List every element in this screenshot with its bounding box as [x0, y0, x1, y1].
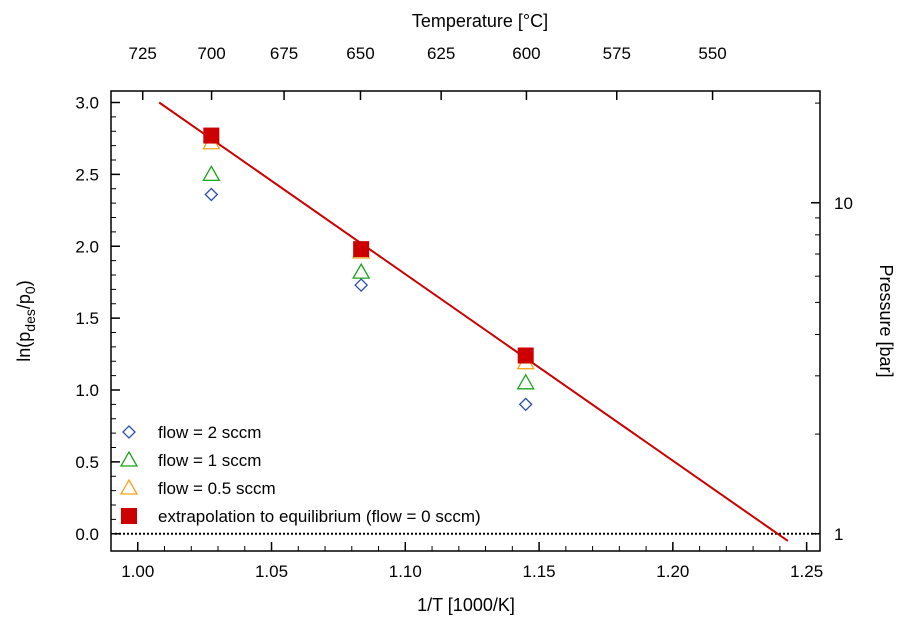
- x-tick-label: 1.20: [656, 562, 689, 581]
- plot-frame: [110, 90, 821, 552]
- series-1-point: [202, 165, 221, 182]
- y-tick-label: 1.0: [75, 381, 99, 400]
- series-3-point: [353, 241, 370, 258]
- top-tick-label: 600: [512, 44, 540, 63]
- x-tick-label: 1.25: [790, 562, 823, 581]
- right-tick-label: 10: [834, 194, 853, 213]
- x-tick-label: 1.15: [523, 562, 556, 581]
- right-axis: 1 10: [811, 102, 853, 544]
- series-0-point: [204, 187, 219, 202]
- top-tick-label: 625: [427, 44, 455, 63]
- series-1-point: [352, 262, 371, 279]
- fit-line: [158, 101, 789, 542]
- y-title-part: /p: [14, 294, 34, 309]
- legend-label: flow = 2 sccm: [158, 423, 261, 442]
- y-title-subscript: 0: [22, 286, 38, 294]
- series-3-point: [203, 127, 220, 144]
- data-points: [202, 127, 535, 412]
- legend-label: flow = 1 sccm: [158, 451, 261, 470]
- y-axis-title: ln(pdes/p0): [14, 280, 38, 361]
- top-tick-label: 575: [603, 44, 631, 63]
- y-tick-label: 1.5: [75, 309, 99, 328]
- top-tick-label: 700: [197, 44, 225, 63]
- series-1-point: [516, 373, 535, 390]
- series-0-point: [518, 397, 533, 412]
- y-title-part: ln(p: [14, 332, 34, 362]
- top-tick-label: 725: [129, 44, 157, 63]
- series-0-point: [354, 278, 369, 292]
- top-axis-title: Temperature [°C]: [412, 11, 548, 31]
- y-title-subscript: des: [22, 309, 38, 332]
- legend-marker: [122, 425, 136, 439]
- x-tick-label: 1.00: [121, 562, 154, 581]
- y-title-part: ): [14, 280, 34, 286]
- x-axis-title: 1/T [1000/K]: [417, 595, 515, 615]
- legend-marker: [121, 508, 137, 524]
- y-tick-label: 2.5: [75, 165, 99, 184]
- series-3-point: [517, 347, 534, 364]
- top-tick-label: 650: [346, 44, 374, 63]
- legend-marker: [119, 478, 139, 495]
- y-tick-label: 3.0: [75, 94, 99, 113]
- y-tick-label: 2.0: [75, 237, 99, 256]
- legend-label: extrapolation to equilibrium (flow = 0 s…: [158, 507, 481, 526]
- x-tick-label: 1.05: [255, 562, 288, 581]
- top-tick-label: 675: [270, 44, 298, 63]
- left-axis: 0.0 0.5 1.0 1.5 2.0 2.5 3.0: [75, 94, 120, 544]
- top-tick-label: 550: [698, 44, 726, 63]
- right-axis-title: Pressure [bar]: [876, 264, 896, 377]
- y-tick-label: 0.5: [75, 453, 99, 472]
- legend-marker: [119, 450, 139, 467]
- right-tick-label: 1: [834, 525, 843, 544]
- x-tick-label: 1.10: [389, 562, 422, 581]
- bottom-axis: 1.00 1.05 1.10 1.15 1.20 1.25: [121, 542, 823, 581]
- y-tick-label: 0.0: [75, 525, 99, 544]
- legend: flow = 2 sccm flow = 1 sccm flow = 0.5 scc…: [119, 423, 481, 526]
- legend-label: flow = 0.5 sccm: [158, 479, 276, 498]
- top-axis: 725 700 675 650 625 600 575 550: [129, 44, 727, 100]
